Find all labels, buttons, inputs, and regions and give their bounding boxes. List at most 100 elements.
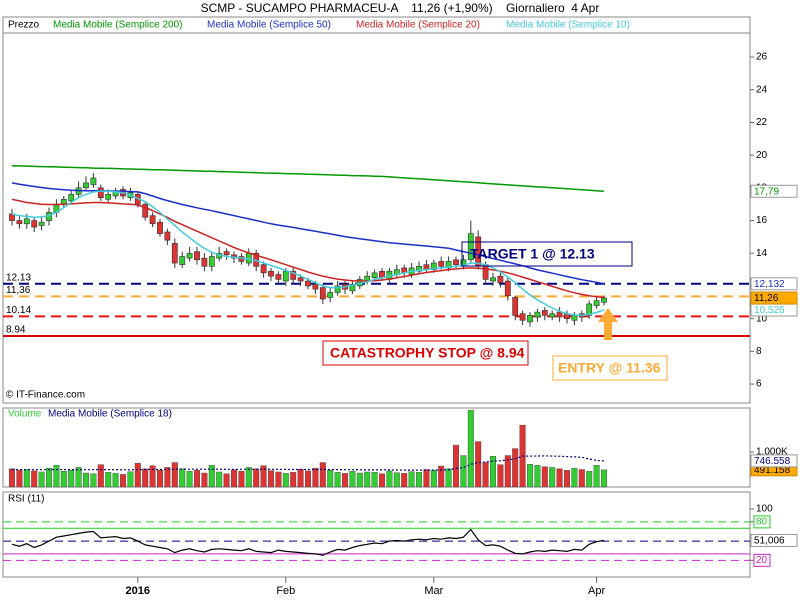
volume-bar [179,468,186,488]
candle-body [534,311,541,318]
candle-body [38,221,45,226]
candle-body [31,220,38,228]
level-label: 12.13 [6,272,31,283]
candle-body [467,233,474,261]
level-label: 8.94 [6,325,26,336]
candle-body [9,213,15,221]
volume-bar [327,470,334,488]
candle-body [305,280,311,287]
target-box [461,241,633,267]
volume-bar [31,470,38,488]
volume-bar [379,473,386,488]
series-line [11,528,605,556]
level-label: 10.14 [6,305,31,316]
candle-body [164,231,171,241]
volume-bar [149,465,156,488]
volume-bar [319,462,326,488]
volume-bar [68,470,75,488]
volume-bar [416,472,423,488]
volume-bar [312,467,319,488]
legend-entry: Media Mobile (Semplice 200) [53,20,183,31]
legend-entry: RSI (11) [8,494,45,505]
volume-bar [601,469,608,488]
candle-body [83,182,89,189]
candle-body [90,177,97,185]
candle-body [490,277,496,282]
volume-bar [430,470,437,488]
candle-body [260,264,267,274]
candle-body [482,264,489,280]
volume-bar [8,468,15,488]
last-value-label: 17,79 [754,186,779,197]
candle-body [149,215,156,225]
volume-bar [401,473,408,488]
plot-layer: 6810121416182022242612.1311,3610.148.941… [3,20,798,597]
last-value-label: 491.158 [754,465,791,476]
volume-bar [475,441,482,488]
candle-body [312,283,319,290]
volume-bar [386,470,393,488]
volume-bar [578,469,585,488]
volume-bar [408,471,415,488]
last-value-box [750,277,798,291]
volume-bar [46,467,53,488]
candle-body [349,283,356,292]
candle-body [527,315,533,323]
candle-body [68,194,75,202]
candle-body [97,187,104,198]
volume-bar [223,473,230,488]
volume-bar [82,472,89,488]
entry-box [552,355,668,381]
y-tick-label: 80 [756,516,768,527]
target-annotation: TARGET 1 @ 12.13 [470,246,595,262]
volume-bar [593,465,600,488]
volume-bar [527,464,534,488]
candle-body [171,243,178,264]
y-tick-label: 26 [756,52,768,63]
candle-body [142,203,149,218]
candle-body [504,280,511,297]
legend-entry: Media Mobile (Semplice 50) [207,20,331,31]
last-value-label: 12,132 [754,279,785,290]
volume-bar [142,468,149,488]
y-tick-label: 8 [756,346,762,357]
legend-entry: Volume [8,409,42,420]
last-value-label: 11,26 [754,293,779,304]
volume-bar [586,471,593,488]
volume-bar [541,466,548,488]
volume-bar [460,455,467,488]
volume-bar [497,464,504,488]
volume-bar [238,471,245,488]
last-value-box [750,533,798,547]
candle-body [445,261,452,269]
last-value-label: 10,526 [754,305,785,316]
candle-body [223,251,230,256]
candle-body [541,310,548,316]
volume-bar [445,468,452,488]
volume-bar [134,463,141,488]
volume-bar [482,462,489,488]
candle-body [16,220,23,225]
candle-body [282,270,289,282]
volume-bar [216,471,223,488]
volume-bar [290,472,297,488]
candle-body [268,270,274,277]
candle-body [194,251,200,261]
volume-bar [342,473,349,488]
candle-body [179,256,186,265]
volume-bar [556,468,563,488]
volume-bar [171,462,178,488]
volume-bar [97,464,104,488]
volume-bar [423,469,430,488]
candle-body [371,272,378,279]
candle-body [290,270,297,280]
volume-bar [356,472,363,488]
annotations: TARGET 1 @ 12.13 CATASTROPHY STOP @ 8.94… [322,241,668,381]
legend-entry: Media Mobile (Semplice 20) [356,20,480,31]
volume-bar [201,472,208,488]
candle-body [334,285,341,293]
candle-body [319,287,326,300]
volume-bar [571,467,578,488]
volume-bar [564,470,571,488]
level-label: 11,36 [6,285,31,296]
